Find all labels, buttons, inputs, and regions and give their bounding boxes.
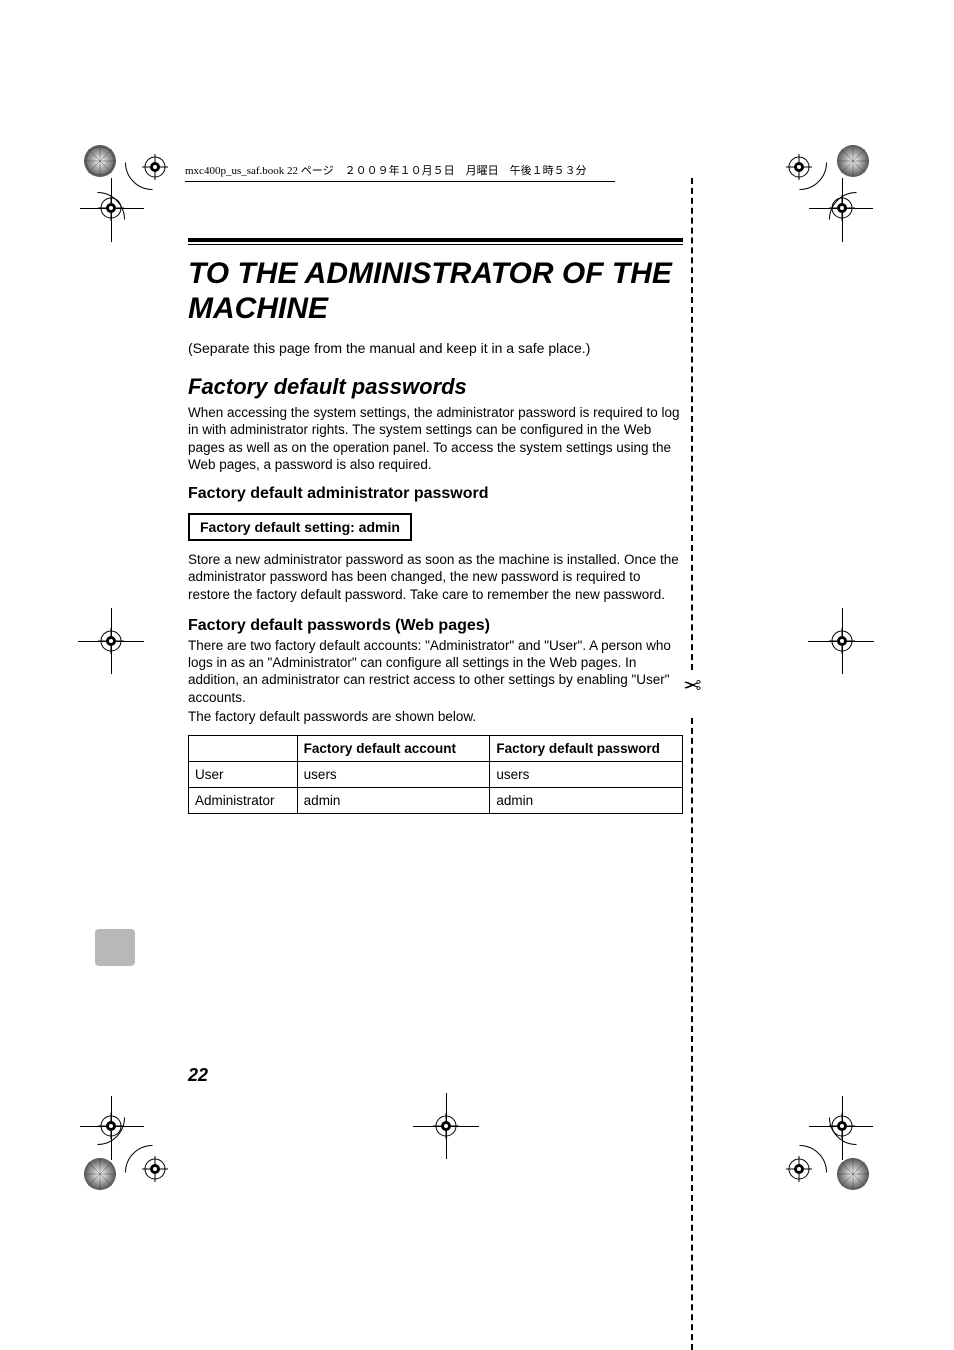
header-filename-line: mxc400p_us_saf.book 22 ページ ２００９年１０月５日 月曜… [185,162,615,182]
side-tab [95,929,135,966]
default-setting-box: Factory default setting: admin [188,513,412,541]
section-body: Store a new administrator password as so… [188,551,683,603]
registration-mark-icon [835,1156,871,1192]
table-cell: admin [490,788,683,814]
table-row: Administrator admin admin [189,788,683,814]
registration-mark-icon [829,195,855,221]
table-cell: users [297,762,490,788]
table-header-row: Factory default account Factory default … [189,736,683,762]
table-header [189,736,298,762]
registration-mark-icon [786,1156,812,1182]
page-content: TO THE ADMINISTRATOR OF THE MACHINE (Sep… [188,238,683,814]
page-number: 22 [188,1065,208,1086]
registration-mark-icon [786,154,812,180]
rule-line [188,238,683,245]
registration-mark-icon [98,628,124,654]
table-header: Factory default password [490,736,683,762]
registration-mark-icon [98,1113,124,1139]
registration-mark-icon [142,154,168,180]
registration-mark-icon [82,1156,118,1192]
table-cell: Administrator [189,788,298,814]
cut-line [691,178,693,670]
table-cell: admin [297,788,490,814]
table-cell: users [490,762,683,788]
registration-mark-icon [835,143,871,179]
section-body: When accessing the system settings, the … [188,404,683,473]
registration-mark-icon [829,628,855,654]
registration-mark-icon [433,1113,459,1139]
scissors-icon: ✂ [683,673,701,695]
section-heading-passwords: Factory default passwords [188,374,683,400]
section-body: There are two factory default accounts: … [188,637,683,706]
table-row: User users users [189,762,683,788]
section-body: The factory default passwords are shown … [188,708,683,725]
registration-mark-icon [829,1113,855,1139]
separate-note: (Separate this page from the manual and … [188,340,683,356]
section-heading-web-passwords: Factory default passwords (Web pages) [188,617,683,635]
section-heading-admin-password: Factory default administrator password [188,485,683,503]
table-header: Factory default account [297,736,490,762]
table-cell: User [189,762,298,788]
page-title: TO THE ADMINISTRATOR OF THE MACHINE [188,257,683,326]
cut-line [691,718,693,1350]
passwords-table: Factory default account Factory default … [188,735,683,814]
registration-mark-icon [142,1156,168,1182]
registration-mark-icon [82,143,118,179]
registration-mark-icon [98,195,124,221]
